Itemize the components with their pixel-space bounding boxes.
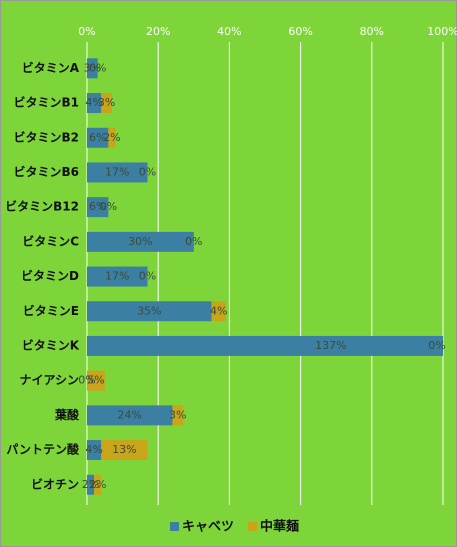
legend-swatch [248,522,258,531]
value-label: 35% [137,304,161,317]
bar-segment [101,440,148,461]
category-label: ビタミンA [22,60,80,75]
bar-segment [87,197,109,218]
x-tick-label: 0% [78,25,95,38]
value-label: 0% [100,200,117,213]
value-label: 4% [85,96,102,109]
value-label: 5% [87,374,104,387]
plot-area [87,58,443,495]
legend-label: キャベツ [182,520,234,535]
value-label: 2% [89,478,106,491]
bar-segment [87,93,102,114]
value-label: 0% [185,235,202,248]
category-label: ビタミンK [22,337,80,352]
category-label: ビオチン [31,476,79,491]
value-label: 4% [85,443,102,456]
value-label: 0% [428,339,445,352]
bar-segment [87,58,98,79]
bar-segment [172,405,184,426]
bar-segment [87,474,95,495]
value-label: 2% [82,478,99,491]
value-label: 24% [117,408,141,421]
bar-segment [87,335,443,356]
bar-segment [87,162,148,183]
value-label: 0% [139,270,156,283]
bar-segment [87,266,148,287]
value-label: 3% [98,96,115,109]
category-label: ビタミンD [21,268,79,283]
value-label: 6% [89,131,106,144]
value-label: 17% [105,165,129,178]
x-tick-label: 80% [360,25,384,38]
category-label: ビタミンB12 [5,199,79,214]
value-label: 2% [103,131,120,144]
category-label: 葉酸 [54,407,80,422]
value-label: 0% [78,374,95,387]
value-label: 6% [89,200,106,213]
value-label: 3% [84,61,101,74]
value-label: 17% [105,270,129,283]
bar-segment [94,474,102,495]
bar-segment [87,127,109,148]
category-label: ビタミンB6 [14,164,80,179]
value-label: 13% [112,443,136,456]
bar-segment [108,127,116,148]
category-label: ビタミンE [23,303,79,318]
value-label: 137% [315,339,346,352]
category-label: ビタミンB2 [14,129,80,144]
value-label: 0% [139,165,156,178]
value-label: 3% [169,408,186,421]
x-tick-label: 60% [288,25,312,38]
category-label: ナイアシン [19,373,79,387]
value-label: 4% [210,304,227,317]
bar-segment [87,370,105,391]
legend-label: 中華麺 [260,519,299,535]
category-label: ビタミンB1 [14,95,80,110]
x-tick-label: 20% [146,25,170,38]
value-label: 0% [89,61,106,74]
x-tick-label: 100% [427,25,457,38]
bar-segment [101,93,112,114]
category-label: パントテン酸 [6,442,80,457]
bar-segment [87,405,173,426]
bar-segment [87,440,102,461]
legend-swatch [170,522,179,531]
bar-segment [211,301,226,322]
bar-segment [87,301,212,322]
value-label: 30% [128,235,152,248]
bar-segment [87,231,194,252]
category-label: ビタミンC [22,233,79,248]
x-tick-label: 40% [217,25,241,38]
